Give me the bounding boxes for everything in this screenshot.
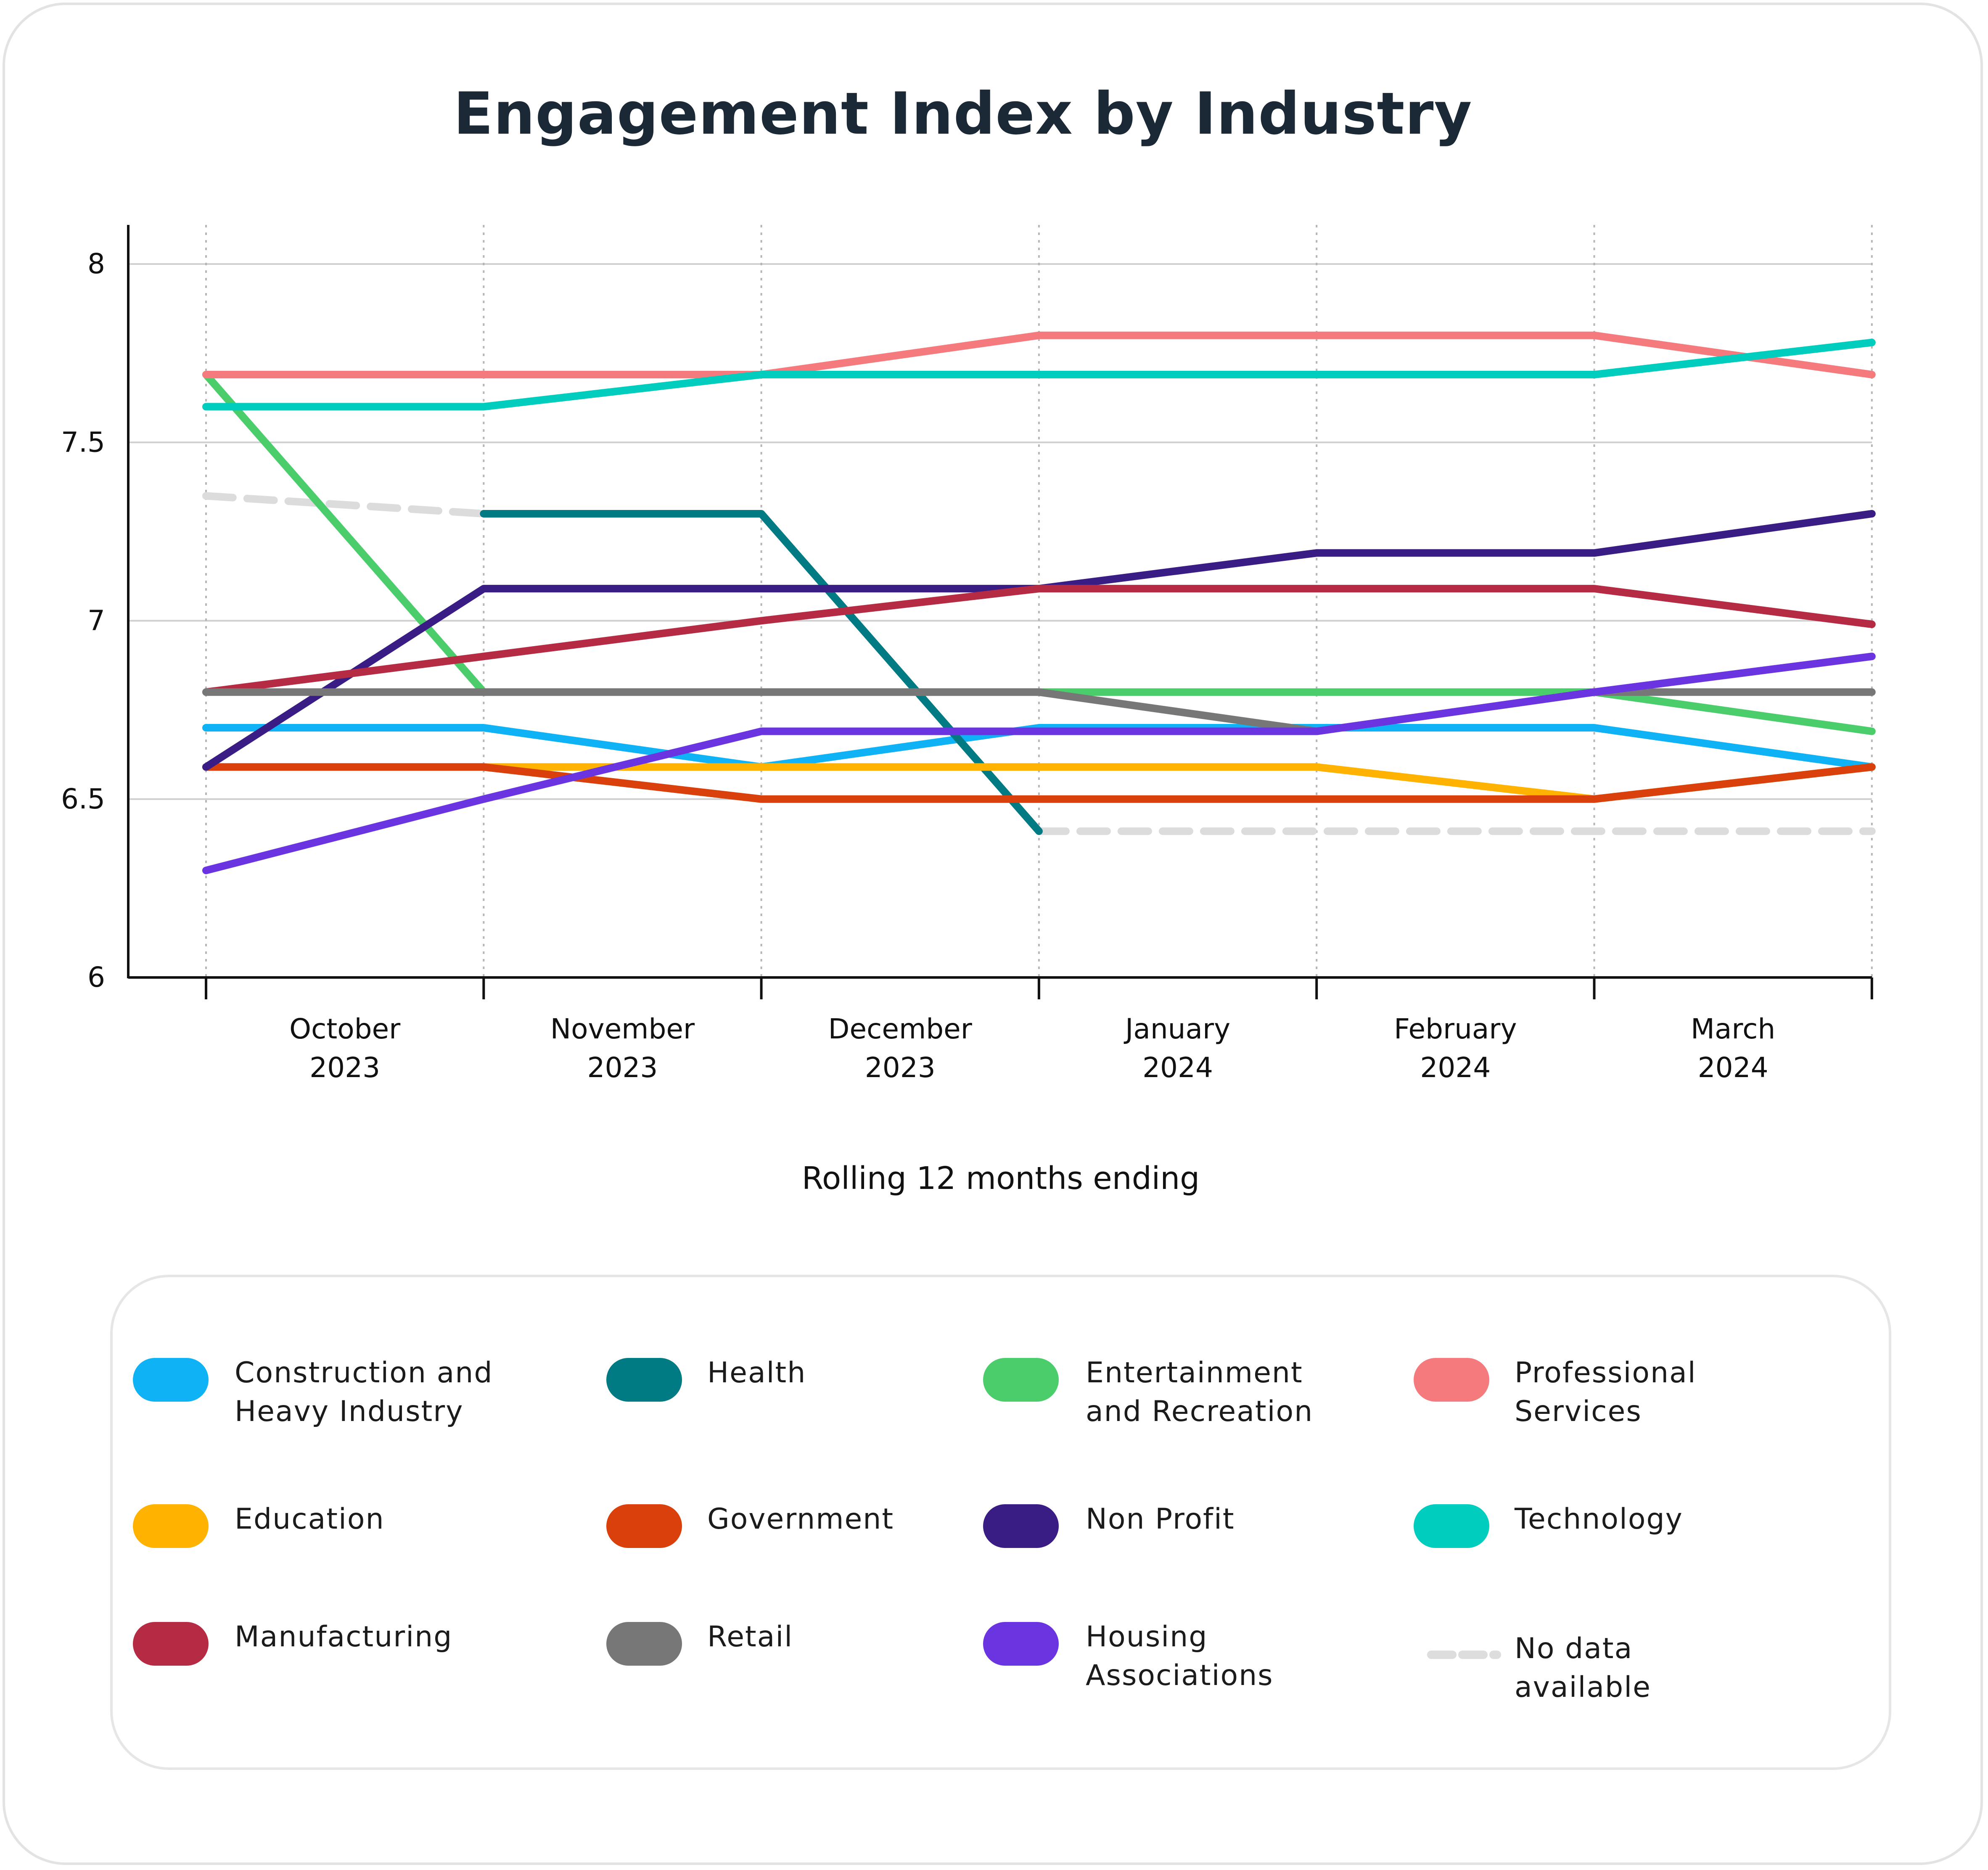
legend-label: Housing Associations — [1086, 1618, 1388, 1695]
legend-label: Entertainment and Recreation — [1086, 1354, 1388, 1431]
legend-label-line: available — [1515, 1671, 1651, 1704]
y-tick-label: 7.5 — [61, 426, 105, 458]
legend-swatch — [983, 1504, 1059, 1548]
x-tick-label-month: December — [828, 1013, 973, 1045]
series-line-entertainment — [202, 371, 1876, 735]
legend-label: Education — [235, 1500, 537, 1539]
series-line-technology — [202, 338, 1876, 411]
legend-label: Government — [707, 1500, 1010, 1539]
dashed-line-icon — [1427, 1651, 1501, 1659]
legend-label-line: Technology — [1515, 1503, 1683, 1536]
series-line-housing — [202, 652, 1876, 874]
no-data-line — [202, 492, 488, 518]
legend-label-line: Non Profit — [1086, 1503, 1235, 1536]
legend-label: Manufacturing — [235, 1618, 537, 1656]
chart-title: Engagement Index by Industry — [453, 80, 1472, 148]
series-line-manufacturing — [202, 585, 1876, 696]
legend-label-line: Heavy Industry — [235, 1395, 464, 1428]
legend-label-line: Retail — [707, 1620, 793, 1653]
x-tick-label-year: 2023 — [309, 1051, 380, 1084]
line-chart: 6 6.5 7 7.5 8 October 2023 November 2023 December… — [61, 225, 1876, 1084]
legend-label: No data available — [1515, 1630, 1817, 1707]
legend-label: Retail — [707, 1618, 1010, 1656]
legend-label-line: Construction and — [235, 1356, 493, 1389]
legend-swatch — [133, 1622, 209, 1666]
legend-label-line: Manufacturing — [235, 1620, 453, 1653]
legend-label: Construction and Heavy Industry — [235, 1354, 537, 1431]
legend-label: Technology — [1515, 1500, 1817, 1539]
legend-label: Non Profit — [1086, 1500, 1388, 1539]
legend-label-line: Professional — [1515, 1356, 1697, 1389]
legend-swatch — [983, 1622, 1059, 1666]
legend-swatch — [1414, 1504, 1489, 1548]
series-line-professional — [202, 331, 1876, 379]
x-tick-label-year: 2024 — [1698, 1051, 1769, 1084]
legend-swatch — [133, 1504, 209, 1548]
legend-swatch — [1414, 1358, 1489, 1402]
legend-swatch — [1426, 1633, 1502, 1677]
series-line-health — [480, 510, 1043, 835]
legend-label-line: Entertainment — [1086, 1356, 1303, 1389]
legend-label-line: Housing — [1086, 1620, 1208, 1653]
y-tick-label: 6.5 — [61, 783, 105, 815]
x-tick-label-year: 2024 — [1420, 1051, 1491, 1084]
legend-swatch — [606, 1504, 682, 1548]
legend-label-line: No data — [1515, 1632, 1633, 1665]
legend-label: Health — [707, 1354, 1010, 1392]
x-tick-label-month: October — [289, 1013, 401, 1045]
y-tick-label: 7 — [87, 605, 105, 637]
legend-label-line: Education — [235, 1503, 385, 1536]
legend-label-line: Associations — [1086, 1659, 1274, 1692]
legend-swatch — [133, 1358, 209, 1402]
y-tick-label: 8 — [87, 248, 105, 280]
x-tick-label-year: 2023 — [865, 1051, 936, 1084]
legend-label-line: and Recreation — [1086, 1395, 1314, 1428]
x-tick-label-month: March — [1691, 1013, 1775, 1045]
series-line-government — [202, 763, 1876, 803]
legend: Construction and Heavy Industry Health Ente… — [110, 1275, 1891, 1770]
legend-swatch — [606, 1358, 682, 1402]
x-tick-label-year: 2023 — [587, 1051, 658, 1084]
x-tick-label-month: February — [1394, 1013, 1517, 1045]
y-tick-label: 6 — [87, 961, 105, 993]
legend-label-line: Government — [707, 1503, 894, 1536]
x-axis-label: Rolling 12 months ending — [801, 1160, 1200, 1196]
legend-label-line: Health — [707, 1356, 806, 1389]
legend-label-line: Services — [1515, 1395, 1642, 1428]
x-tick-label-year: 2024 — [1142, 1051, 1213, 1084]
legend-label: Professional Services — [1515, 1354, 1817, 1431]
legend-swatch — [606, 1622, 682, 1666]
x-tick-label-month: November — [550, 1013, 695, 1045]
x-tick-label-month: January — [1124, 1013, 1230, 1045]
legend-swatch — [983, 1358, 1059, 1402]
